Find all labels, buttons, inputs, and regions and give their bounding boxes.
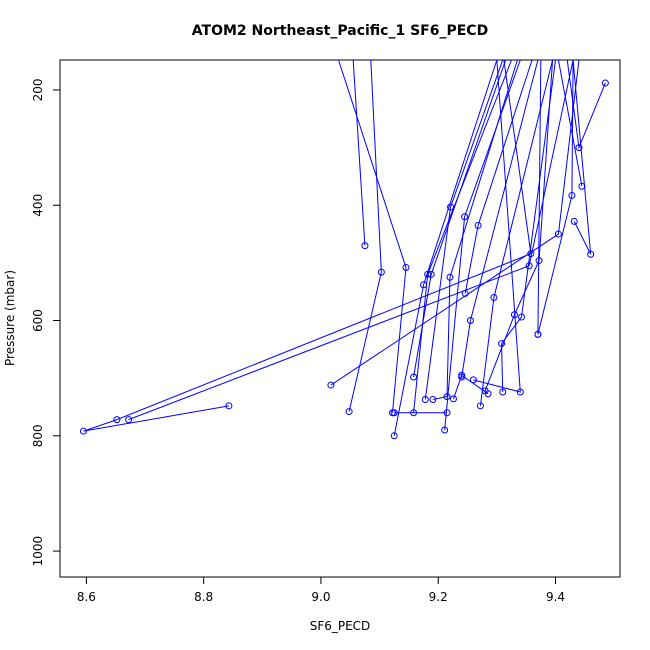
- data-point: [79, 427, 87, 435]
- data-point: [525, 262, 533, 270]
- series-line-21: [572, 60, 592, 255]
- data-point: [327, 381, 335, 389]
- data-point: [420, 281, 428, 289]
- data-point: [113, 416, 121, 424]
- data-point: [377, 268, 385, 276]
- data-point: [469, 376, 477, 384]
- series-line-25: [537, 60, 542, 335]
- data-point: [474, 221, 482, 229]
- x-tick-label: 9.0: [311, 590, 330, 604]
- series-line-9: [413, 60, 512, 413]
- x-tick-label: 9.4: [546, 590, 565, 604]
- data-point: [361, 242, 369, 250]
- data-point: [390, 409, 398, 417]
- y-axis-label: Pressure (mbar): [3, 270, 17, 366]
- series-line-19: [501, 60, 556, 393]
- data-point: [570, 217, 578, 225]
- y-tick-label: 1000: [31, 536, 45, 567]
- series-line-6: [338, 60, 407, 413]
- series-line-2: [128, 60, 574, 421]
- data-point: [446, 273, 454, 281]
- data-point: [510, 311, 518, 319]
- y-tick-label: 200: [31, 79, 45, 102]
- x-axis-label: SF6_PECD: [310, 619, 371, 633]
- data-point: [517, 313, 525, 321]
- series-line-11: [424, 60, 504, 400]
- data-point: [461, 213, 469, 221]
- data-point: [390, 432, 398, 440]
- data-point: [499, 388, 507, 396]
- series-line-20: [537, 60, 574, 335]
- series-points: [79, 79, 609, 440]
- x-tick-label: 8.6: [77, 590, 96, 604]
- series-line-5: [352, 60, 366, 246]
- data-point: [424, 270, 432, 278]
- data-point: [410, 409, 418, 417]
- data-point: [427, 270, 435, 278]
- chart-title: ATOM2 Northeast_Pacific_1 SF6_PECD: [192, 23, 488, 39]
- x-tick-label: 8.8: [194, 590, 213, 604]
- series-line-8: [393, 60, 498, 436]
- y-axis: 200 400 600 800 1000: [31, 79, 60, 567]
- data-point: [429, 395, 437, 403]
- data-point: [516, 388, 524, 396]
- data-point: [466, 317, 474, 325]
- data-point: [575, 144, 583, 152]
- series-line-24: [461, 60, 539, 378]
- series-lines: [83, 60, 606, 436]
- data-point: [461, 289, 469, 297]
- series-line-12: [432, 60, 518, 400]
- y-tick-label: 800: [31, 424, 45, 447]
- data-point: [443, 409, 451, 417]
- data-point: [421, 395, 429, 403]
- x-axis: 8.6 8.8 9.0 9.2 9.4: [77, 577, 565, 604]
- data-point: [441, 426, 449, 434]
- series-line-1: [83, 60, 532, 432]
- series-line-4: [348, 60, 382, 412]
- y-tick-label: 400: [31, 194, 45, 217]
- series-line-23: [566, 60, 606, 150]
- series-line-17: [479, 60, 554, 406]
- data-point: [554, 230, 562, 238]
- data-point: [601, 79, 609, 87]
- series-line-18: [484, 60, 554, 392]
- data-point: [410, 373, 418, 381]
- data-point: [534, 330, 542, 338]
- series-line-15: [464, 60, 533, 294]
- data-point: [498, 340, 506, 348]
- data-point: [476, 402, 484, 410]
- data-point: [125, 416, 133, 424]
- data-point: [490, 293, 498, 301]
- data-point: [447, 203, 455, 211]
- y-tick-label: 600: [31, 309, 45, 332]
- series-line-13: [444, 60, 521, 431]
- data-point: [225, 402, 233, 410]
- data-point: [535, 257, 543, 265]
- data-point: [578, 182, 586, 190]
- data-point: [527, 250, 535, 258]
- data-point: [481, 387, 489, 395]
- data-point: [587, 250, 595, 258]
- plot-frame: [59, 59, 621, 578]
- data-point: [345, 408, 353, 416]
- data-point: [568, 191, 576, 199]
- data-point: [443, 393, 451, 401]
- data-point: [458, 373, 466, 381]
- x-tick-label: 9.2: [429, 590, 448, 604]
- series-line-22: [557, 60, 583, 187]
- data-point: [402, 263, 410, 271]
- series-line-16: [473, 60, 521, 393]
- data-point: [449, 395, 457, 403]
- series-line-10: [413, 60, 507, 378]
